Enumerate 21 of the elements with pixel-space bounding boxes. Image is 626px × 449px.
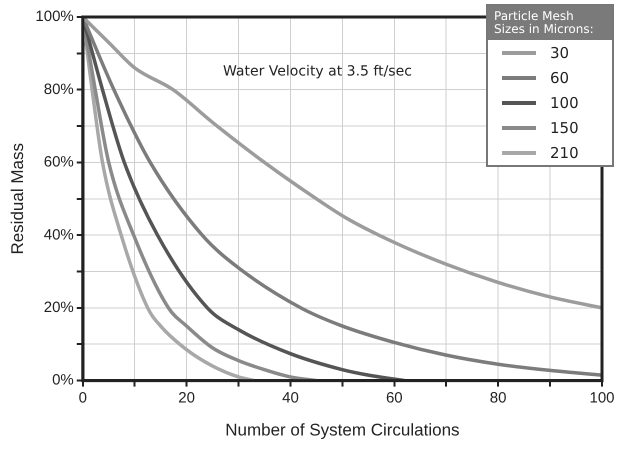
x-tick-label: 0 (78, 390, 87, 407)
y-tick-label: 40% (44, 226, 74, 244)
legend-label: 30 (550, 44, 570, 62)
y-tick-label: 60% (44, 154, 74, 171)
x-tick-label: 20 (178, 390, 195, 407)
annotation: Water Velocity at 3.5 ft/sec (222, 64, 412, 80)
y-axis-title: Residual Mass (8, 143, 27, 255)
legend-label: 60 (550, 68, 570, 86)
x-tick-label: 60 (386, 390, 403, 407)
y-tick-label: 100% (35, 8, 74, 26)
x-axis-title: Number of System Circulations (225, 420, 460, 440)
y-tick-label: 0% (52, 372, 74, 389)
y-tick-label: 80% (44, 80, 74, 98)
x-tick-label: 100 (589, 390, 615, 407)
legend-label: 150 (550, 118, 579, 136)
x-tick-label: 80 (490, 390, 506, 407)
legend-label: 100 (550, 94, 579, 112)
y-tick-label: 20% (44, 299, 74, 316)
legend-label: 210 (550, 144, 579, 162)
legend-title: Particle Mesh Sizes in Microns: (488, 6, 612, 40)
x-tick-label: 40 (282, 390, 299, 407)
